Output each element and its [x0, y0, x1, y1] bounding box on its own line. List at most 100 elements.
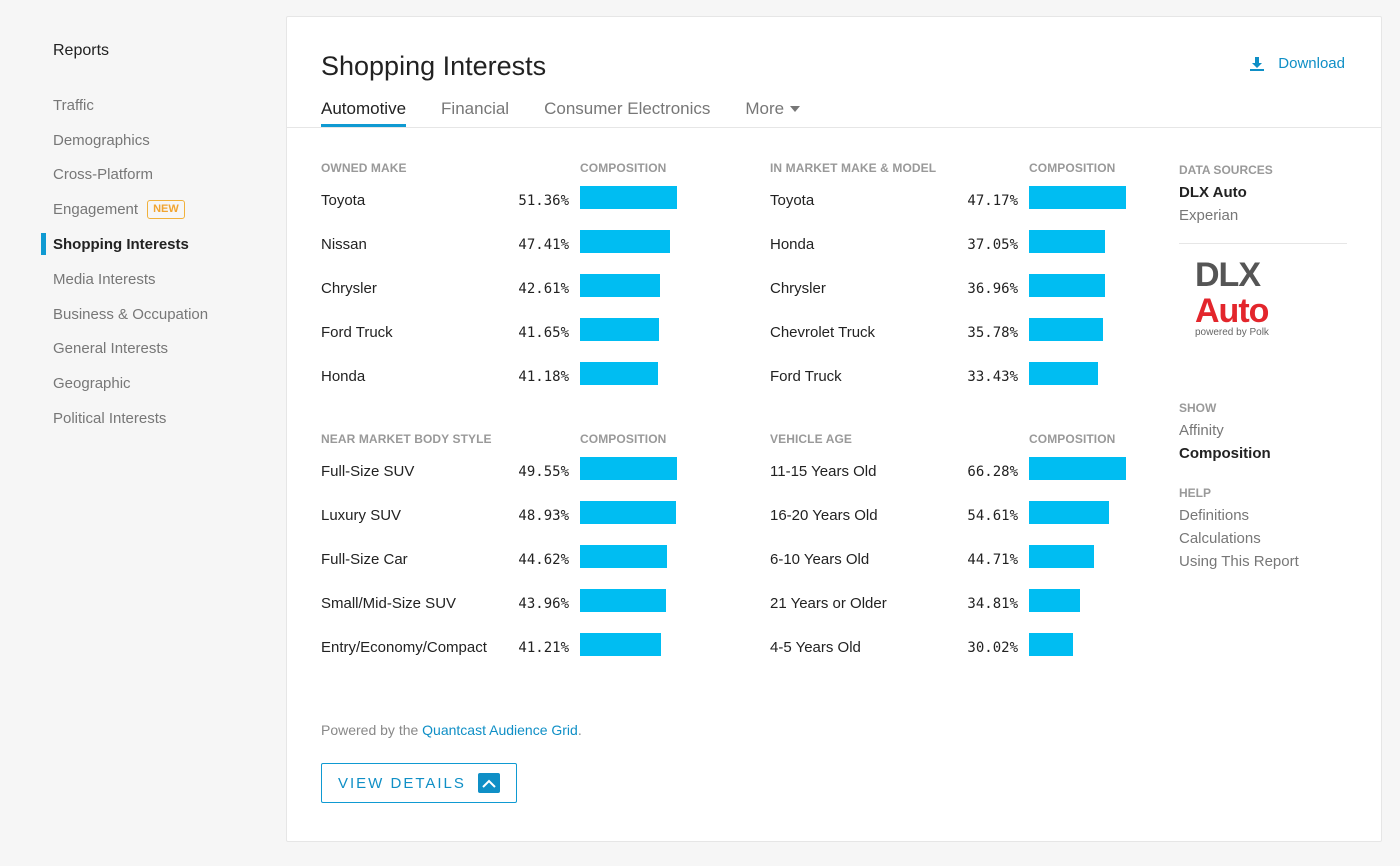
- row-percent: 41.65%: [518, 325, 569, 341]
- table-row: Nissan 47.41%: [321, 225, 701, 269]
- row-label: Small/Mid-Size SUV: [321, 595, 457, 612]
- sidebar-nav: Traffic Demographics Cross-Platform Enga…: [0, 88, 285, 436]
- view-details-label: VIEW DETAILS: [338, 774, 466, 792]
- sidebar-item-shopping-interests[interactable]: Shopping Interests: [0, 227, 285, 262]
- sidebar-item-label: Engagement: [53, 201, 139, 219]
- metric-heading: COMPOSITION: [580, 432, 667, 446]
- composition-bar: [1029, 274, 1105, 297]
- sidebar-item-engagement[interactable]: Engagement NEW: [0, 192, 285, 227]
- row-label: Full-Size Car: [321, 551, 408, 568]
- row-percent: 41.18%: [518, 369, 569, 385]
- help-definitions-link[interactable]: Definitions: [1179, 507, 1250, 524]
- data-source-dlx-auto[interactable]: DLX Auto: [1179, 184, 1247, 201]
- composition-bar: [1029, 633, 1073, 656]
- row-percent: 36.96%: [967, 281, 1018, 297]
- row-percent: 47.41%: [518, 237, 569, 253]
- row-label: Honda: [770, 236, 815, 253]
- sidebar-item-cross-platform[interactable]: Cross-Platform: [0, 158, 285, 193]
- audience-grid-link[interactable]: Quantcast Audience Grid: [422, 722, 578, 738]
- table-row: Full-Size Car 44.62%: [321, 540, 701, 584]
- sidebar-item-label: Traffic: [53, 96, 94, 114]
- composition-bar: [1029, 501, 1109, 524]
- sidebar-item-label: General Interests: [53, 340, 169, 358]
- table-header: NEAR MARKET BODY STYLE COMPOSITION: [321, 432, 701, 452]
- tab-label: Financial: [441, 99, 510, 118]
- data-source-experian[interactable]: Experian: [1179, 207, 1239, 224]
- composition-bar: [580, 633, 661, 656]
- tab-consumer-electronics[interactable]: Consumer Electronics: [544, 99, 710, 127]
- row-percent: 34.81%: [967, 596, 1018, 612]
- page-title: Shopping Interests: [321, 51, 547, 81]
- show-affinity-option[interactable]: Affinity: [1179, 422, 1224, 439]
- row-percent: 37.05%: [967, 237, 1018, 253]
- download-icon: [1250, 56, 1265, 71]
- sidebar-item-political-interests[interactable]: Political Interests: [0, 401, 285, 436]
- row-percent: 51.36%: [518, 193, 569, 209]
- row-percent: 35.78%: [967, 325, 1018, 341]
- table-header: OWNED MAKE COMPOSITION: [321, 161, 701, 181]
- table-row: 16-20 Years Old 54.61%: [770, 496, 1150, 540]
- table-header: VEHICLE AGE COMPOSITION: [770, 432, 1150, 452]
- row-label: Entry/Economy/Compact: [321, 639, 487, 656]
- composition-bar: [580, 589, 666, 612]
- row-percent: 66.28%: [967, 464, 1018, 480]
- table-row: Small/Mid-Size SUV 43.96%: [321, 584, 701, 628]
- sidebar-item-general-interests[interactable]: General Interests: [0, 332, 285, 367]
- composition-bar: [580, 501, 676, 524]
- logo-auto-text: Auto: [1195, 292, 1269, 330]
- report-card: Shopping Interests Download Automotive F…: [286, 16, 1382, 842]
- table-row: Toyota 47.17%: [770, 181, 1150, 225]
- tab-more[interactable]: More: [745, 99, 801, 127]
- sidebar-item-label: Geographic: [53, 375, 131, 393]
- table-row: 4-5 Years Old 30.02%: [770, 628, 1150, 672]
- owned-make-table: OWNED MAKE COMPOSITION Toyota 51.36% Niss…: [321, 161, 701, 401]
- show-composition-option[interactable]: Composition: [1179, 445, 1271, 462]
- chevron-up-icon: [478, 773, 500, 793]
- row-percent: 54.61%: [967, 508, 1018, 524]
- row-label: Chevrolet Truck: [770, 324, 876, 341]
- table-row: Toyota 51.36%: [321, 181, 701, 225]
- download-label: Download: [1278, 55, 1345, 72]
- tab-label: More: [745, 99, 785, 118]
- category-tabs: Automotive Financial Consumer Electronic…: [321, 99, 835, 127]
- table-row: Chrysler 42.61%: [321, 269, 701, 313]
- metric-heading: COMPOSITION: [1029, 161, 1116, 175]
- row-label: 21 Years or Older: [770, 595, 887, 612]
- section-heading: OWNED MAKE: [321, 161, 407, 175]
- sidebar-item-demographics[interactable]: Demographics: [0, 123, 285, 158]
- view-details-button[interactable]: VIEW DETAILS: [321, 763, 517, 803]
- composition-bar: [1029, 457, 1126, 480]
- row-label: Nissan: [321, 236, 367, 253]
- row-label: 4-5 Years Old: [770, 639, 861, 656]
- table-row: Honda 41.18%: [321, 357, 701, 401]
- sidebar-item-business-occupation[interactable]: Business & Occupation: [0, 297, 285, 332]
- row-percent: 44.62%: [518, 552, 569, 568]
- help-using-report-link[interactable]: Using This Report: [1179, 553, 1299, 570]
- powered-prefix: Powered by the: [321, 722, 423, 738]
- help-calculations-link[interactable]: Calculations: [1179, 530, 1261, 547]
- powered-by-text: Powered by the Quantcast Audience Grid.: [321, 722, 582, 738]
- sidebar-item-media-interests[interactable]: Media Interests: [0, 262, 285, 297]
- composition-bar: [580, 362, 658, 385]
- table-row: Luxury SUV 48.93%: [321, 496, 701, 540]
- section-heading: IN MARKET MAKE & MODEL: [770, 161, 937, 175]
- new-badge: NEW: [147, 200, 185, 220]
- tab-financial[interactable]: Financial: [441, 99, 509, 127]
- row-label: Full-Size SUV: [321, 463, 415, 480]
- table-row: 6-10 Years Old 44.71%: [770, 540, 1150, 584]
- sidebar-title: Reports: [53, 42, 110, 59]
- dlx-auto-logo: DLX Auto powered by Polk: [1195, 257, 1335, 338]
- sidebar-item-label: Business & Occupation: [53, 305, 209, 323]
- sidebar-item-geographic[interactable]: Geographic: [0, 366, 285, 401]
- panel-divider: [1179, 243, 1347, 244]
- row-label: Luxury SUV: [321, 507, 402, 524]
- row-percent: 47.17%: [967, 193, 1018, 209]
- sidebar: Reports Traffic Demographics Cross-Platf…: [0, 0, 285, 866]
- sidebar-item-traffic[interactable]: Traffic: [0, 88, 285, 123]
- show-panel: SHOW Affinity Composition: [1179, 401, 1349, 468]
- vehicle-age-table: VEHICLE AGE COMPOSITION 11-15 Years Old 6…: [770, 432, 1150, 672]
- tab-label: Automotive: [321, 99, 407, 118]
- composition-bar: [1029, 186, 1126, 209]
- download-button[interactable]: Download: [1250, 55, 1345, 72]
- tab-automotive[interactable]: Automotive: [321, 99, 407, 127]
